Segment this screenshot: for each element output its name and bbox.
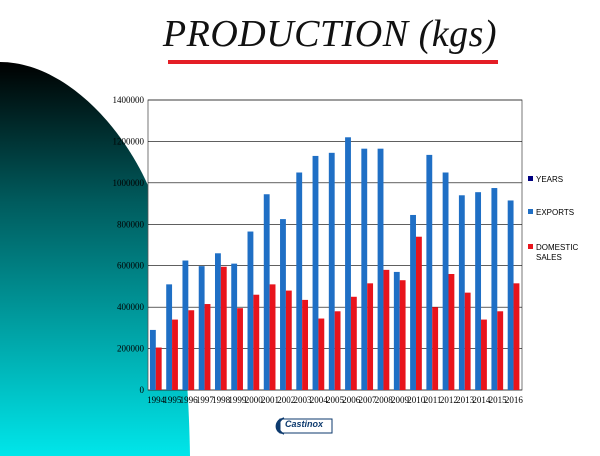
bar-exports-2004 <box>312 155 319 390</box>
bar-domestic-2002 <box>285 290 292 390</box>
bar-domestic-1994 <box>155 347 162 390</box>
legend-swatch <box>528 244 533 249</box>
x-tick-label: 2010 <box>407 395 426 405</box>
bar-exports-2012 <box>442 172 449 390</box>
y-tick-label: 1000000 <box>113 178 145 188</box>
bar-exports-2008 <box>377 148 384 390</box>
bar-domestic-1995 <box>172 319 178 390</box>
logo-text: Castinox <box>285 419 324 429</box>
bar-domestic-2009 <box>399 280 406 390</box>
legend-label: SALES <box>536 253 562 262</box>
x-tick-label: 1994 <box>147 395 166 405</box>
bar-exports-2000 <box>247 231 254 390</box>
bar-exports-2001 <box>263 194 270 390</box>
bar-exports-2011 <box>426 154 433 390</box>
bar-domestic-2006 <box>350 296 357 390</box>
bar-exports-1998 <box>214 253 221 390</box>
y-tick-label: 200000 <box>117 344 145 354</box>
x-tick-label: 2012 <box>440 395 458 405</box>
bar-domestic-2012 <box>448 274 455 390</box>
slide-title: PRODUCTION (kgs) <box>162 13 498 55</box>
title-underline <box>168 60 498 64</box>
bar-exports-2015 <box>491 188 498 390</box>
bars <box>149 137 520 390</box>
y-tick-label: 800000 <box>117 219 145 229</box>
bar-exports-2006 <box>345 137 351 390</box>
y-tick-label: 0 <box>140 385 145 395</box>
bar-domestic-2005 <box>334 311 341 390</box>
x-tick-label: 1995 <box>163 395 182 405</box>
bar-exports-2013 <box>458 195 465 390</box>
bar-exports-1994 <box>149 329 156 390</box>
x-tick-label: 1997 <box>196 395 215 405</box>
x-tick-label: 2000 <box>245 395 264 405</box>
x-tick-label: 1999 <box>228 395 247 405</box>
x-tick-label: 1996 <box>180 395 199 405</box>
bar-domestic-2001 <box>269 284 276 390</box>
castinox-logo <box>275 417 333 435</box>
legend-label: EXPORTS <box>536 208 574 217</box>
bar-domestic-2016 <box>513 283 520 390</box>
bar-exports-2009 <box>393 271 400 390</box>
bar-exports-2003 <box>296 172 303 390</box>
bar-exports-1997 <box>198 266 205 390</box>
bar-domestic-2014 <box>481 319 487 390</box>
bar-domestic-2007 <box>367 283 374 390</box>
bar-exports-1995 <box>166 284 173 390</box>
legend-swatch <box>528 176 533 181</box>
x-tick-label: 2011 <box>424 395 442 405</box>
bar-domestic-1996 <box>188 310 195 390</box>
y-tick-label: 1400000 <box>113 95 145 105</box>
x-tick-label: 2014 <box>472 395 491 405</box>
y-tick-label: 600000 <box>117 261 145 271</box>
x-tick-label: 2007 <box>359 395 378 405</box>
y-tick-label: 400000 <box>117 302 145 312</box>
x-tick-label: 1998 <box>212 395 231 405</box>
x-tick-label: 2005 <box>326 395 345 405</box>
y-tick-label: 1200000 <box>113 136 145 146</box>
x-tick-label: 2004 <box>310 395 329 405</box>
bar-exports-1999 <box>231 263 238 390</box>
bar-domestic-2015 <box>497 311 504 390</box>
bar-domestic-1999 <box>237 308 243 390</box>
bar-domestic-2008 <box>383 269 390 390</box>
x-tick-label: 2016 <box>505 395 524 405</box>
legend-label: DOMESTIC <box>536 243 578 252</box>
x-tick-label: 2003 <box>293 395 312 405</box>
bar-domestic-2004 <box>318 318 325 390</box>
x-tick-label: 2002 <box>277 395 295 405</box>
bar-domestic-2003 <box>302 299 309 390</box>
bar-domestic-2013 <box>464 292 471 390</box>
bar-exports-2010 <box>410 214 416 390</box>
x-tick-label: 2006 <box>342 395 361 405</box>
bar-exports-1996 <box>182 260 189 390</box>
x-axis-ticks: 1994199519961997199819992000200120022003… <box>147 395 523 405</box>
bar-domestic-1998 <box>220 266 227 390</box>
legend-swatch <box>528 209 533 214</box>
y-axis-ticks: 0 200000 400000 600000 800000 1000000 1200000 1… <box>113 95 145 395</box>
bar-domestic-2010 <box>415 236 422 390</box>
bar-domestic-2000 <box>253 294 260 390</box>
x-tick-label: 2001 <box>261 395 279 405</box>
x-tick-label: 2013 <box>456 395 475 405</box>
x-tick-label: 2015 <box>489 395 508 405</box>
x-tick-label: 2008 <box>375 395 394 405</box>
bar-exports-2016 <box>507 200 514 390</box>
x-tick-label: 2009 <box>391 395 410 405</box>
bar-domestic-2011 <box>432 307 439 390</box>
legend-label: YEARS <box>536 175 563 184</box>
bar-exports-2005 <box>328 152 335 390</box>
bar-domestic-1997 <box>204 304 211 390</box>
bar-exports-2002 <box>280 219 286 390</box>
bar-exports-2007 <box>361 148 368 390</box>
bar-exports-2014 <box>475 192 482 390</box>
